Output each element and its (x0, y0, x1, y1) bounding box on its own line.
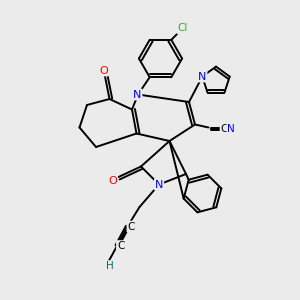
Text: C: C (220, 124, 228, 134)
Text: N: N (155, 179, 163, 190)
Text: N: N (133, 89, 142, 100)
Text: N: N (198, 72, 206, 82)
Text: O: O (99, 65, 108, 76)
Text: C: C (117, 241, 124, 251)
Text: N: N (227, 124, 235, 134)
Text: C: C (128, 221, 135, 232)
Text: Cl: Cl (178, 23, 188, 33)
Text: H: H (106, 261, 113, 271)
Text: O: O (108, 176, 117, 187)
